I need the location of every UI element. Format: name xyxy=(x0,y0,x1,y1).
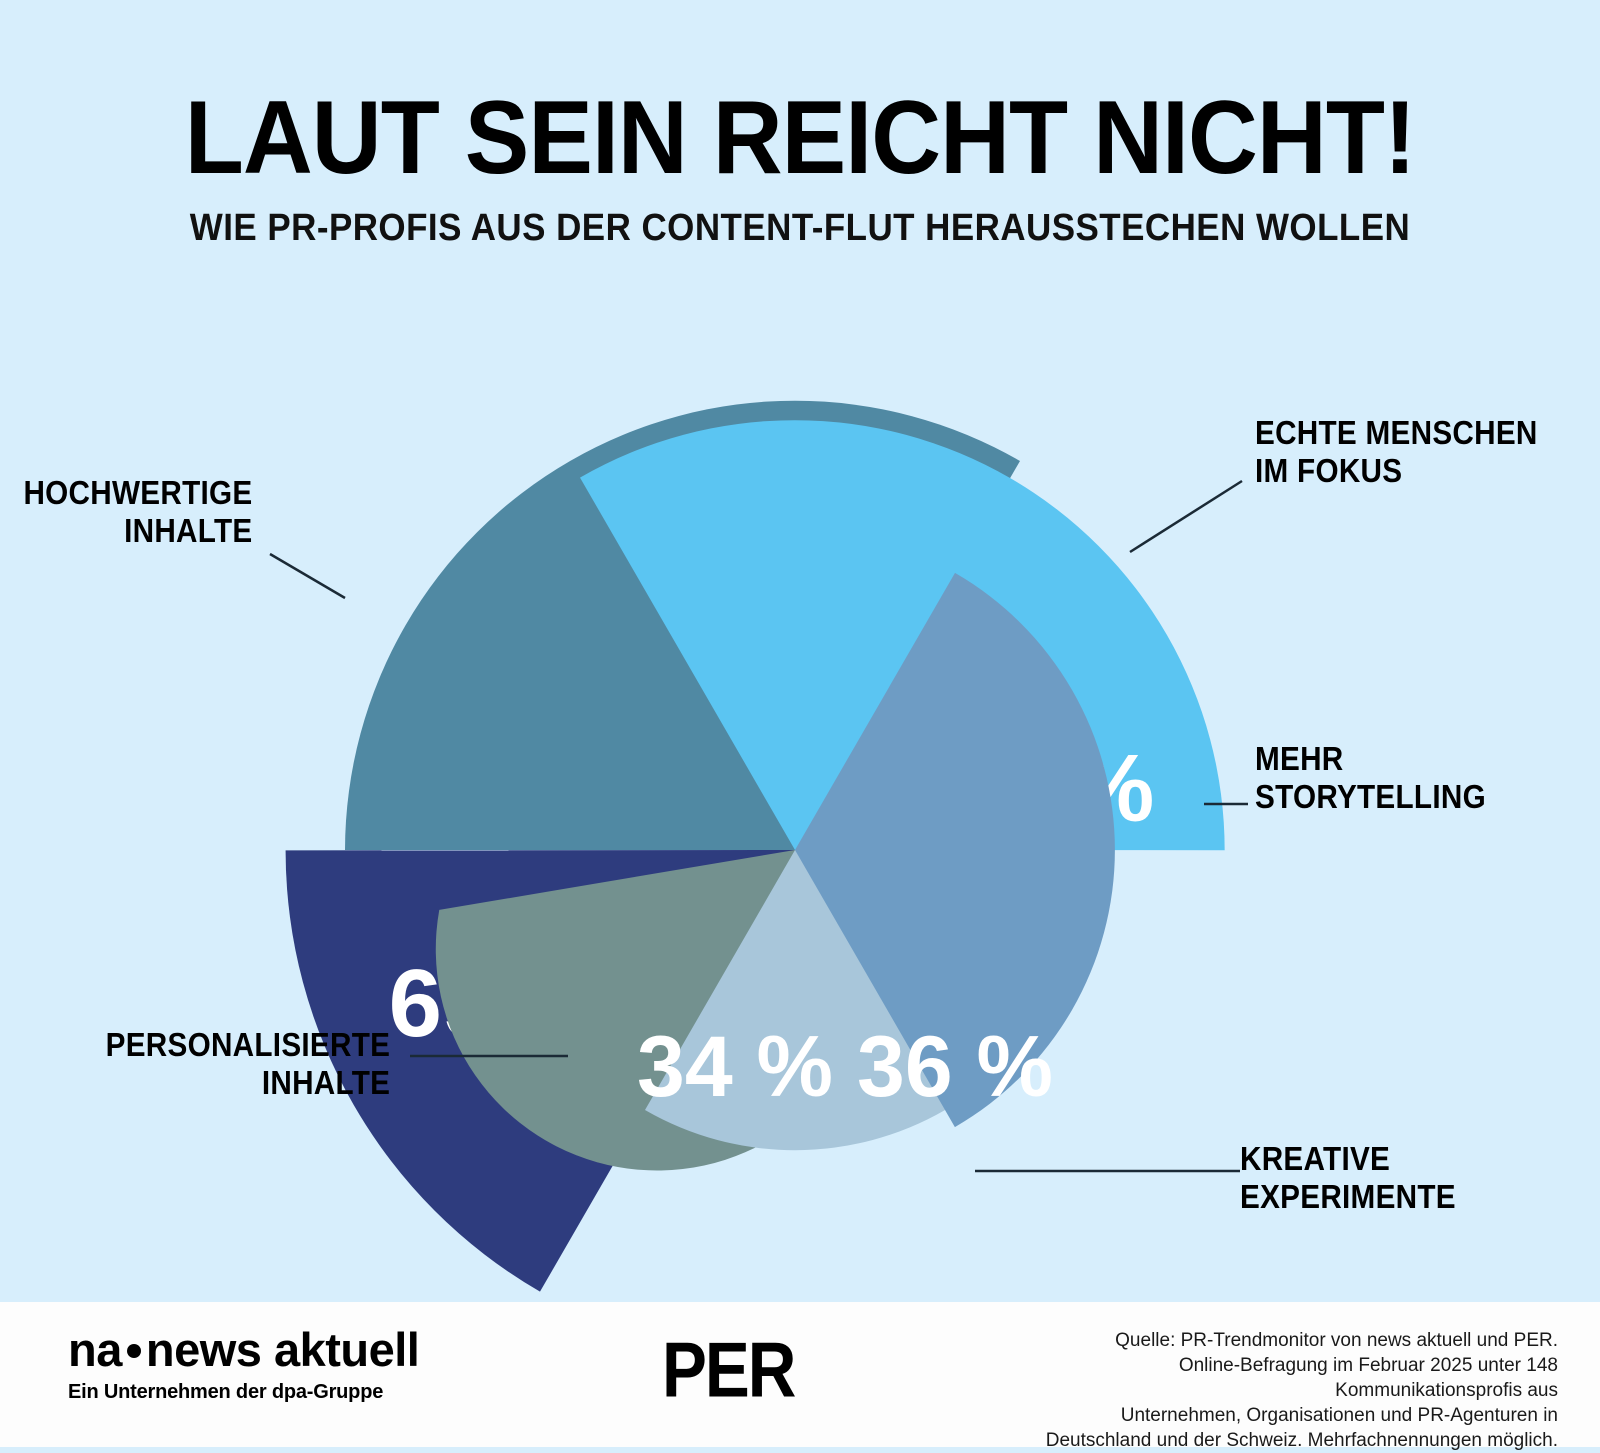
chart-svg: 69 % 51 % 49 % 34 % xyxy=(269,400,1248,1292)
slice-value-kreative: 36 % xyxy=(857,1019,1053,1115)
rose-chart: 69 % 51 % 49 % 34 % xyxy=(0,296,1600,1296)
footer: na news aktuell Ein Unternehmen der dpa-G… xyxy=(0,1302,1600,1451)
slice-value-personalisierte: 34 % xyxy=(637,1019,833,1115)
source-note: Quelle: PR-Trendmonitor von news aktuell… xyxy=(1045,1330,1558,1451)
page-subtitle: WIE PR-PROFIS AUS DER CONTENT-FLUT HERAU… xyxy=(189,207,1411,249)
slice-kreative-experimente[interactable]: 36 % xyxy=(715,572,1232,1149)
label-personalisierte-inhalte: PERSONALISIERTE INHALTE xyxy=(105,1026,390,1101)
leader-line-echte xyxy=(1129,479,1243,554)
news-aktuell-na: na xyxy=(68,1323,122,1376)
slice-kreative-path xyxy=(795,572,1115,1128)
news-aktuell-rest: news aktuell xyxy=(145,1323,420,1376)
header: LAUT SEIN REICHT NICHT! WIE PR-PROFIS AU… xyxy=(0,0,1600,248)
news-aktuell-logo: na news aktuell Ein Unternehmen der dpa-G… xyxy=(68,1323,420,1404)
leader-line-hochwertige xyxy=(269,552,346,600)
bullet-dot-icon xyxy=(126,1343,141,1358)
label-kreative-experimente: KREATIVE EXPERIMENTE xyxy=(1240,1140,1456,1215)
label-mehr-storytelling: MEHR STORYTELLING xyxy=(1255,740,1486,815)
page-title: LAUT SEIN REICHT NICHT! xyxy=(184,80,1416,196)
news-aktuell-wordmark: na news aktuell xyxy=(68,1323,420,1376)
news-aktuell-tagline: Ein Unternehmen der dpa-Gruppe xyxy=(68,1381,384,1403)
label-hochwertige-inhalte: HOCHWERTIGE INHALTE xyxy=(22,474,252,549)
label-echte-menschen: ECHTE MENSCHEN IM FOKUS xyxy=(1255,414,1538,489)
per-logo: PER xyxy=(662,1325,796,1413)
